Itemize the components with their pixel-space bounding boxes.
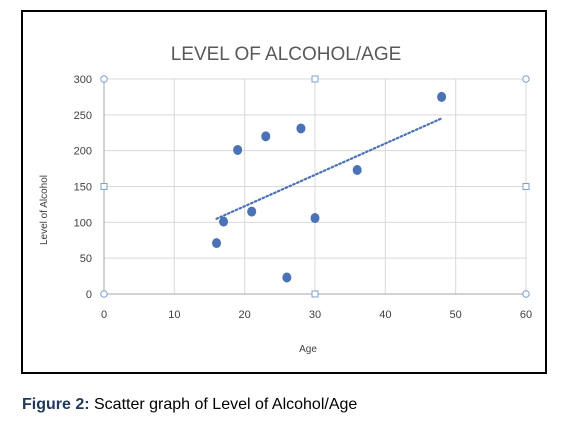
- y-tick-label-5: 250: [74, 110, 92, 122]
- trendline: [215, 117, 443, 220]
- x-tick-label-3: 30: [309, 309, 321, 321]
- x-tick-label-0: 0: [101, 309, 107, 321]
- y-tick-label-4: 200: [74, 146, 92, 158]
- gridlines: [104, 78, 527, 294]
- data-point-0-3[interactable]: [247, 206, 257, 217]
- data-point-0-2[interactable]: [233, 144, 243, 155]
- x-axis-label: Age: [299, 344, 317, 355]
- data-point-0-6[interactable]: [296, 123, 306, 134]
- x-tick-label-4: 40: [379, 309, 391, 321]
- x-tick-label-5: 50: [450, 309, 462, 321]
- x-tick-label-6: 60: [520, 309, 532, 321]
- y-tick-label-6: 300: [74, 74, 92, 86]
- edge-resize-handle-0[interactable]: [311, 75, 319, 83]
- data-point-0-9[interactable]: [437, 91, 447, 102]
- x-tick-label-2: 20: [239, 309, 251, 321]
- data-point-0-8[interactable]: [352, 165, 362, 176]
- figure-caption: Figure 2: Scatter graph of Level of Alco…: [22, 396, 357, 414]
- data-points: [212, 91, 447, 283]
- corner-resize-handle-3[interactable]: [522, 290, 530, 298]
- x-tick-label-1: 10: [168, 309, 180, 321]
- scatter-chart[interactable]: LEVEL OF ALCOHOL/AGE 0 10 20 30 40 50 60 0 50 100…: [23, 12, 549, 376]
- data-point-0-5[interactable]: [282, 272, 292, 283]
- corner-resize-handle-2[interactable]: [100, 290, 108, 298]
- edge-resize-handle-1[interactable]: [311, 290, 319, 298]
- y-tick-label-2: 100: [74, 217, 92, 229]
- trendline-layer: [215, 117, 443, 220]
- y-axis-label: Level of Alcohol: [39, 175, 50, 245]
- y-tick-label-3: 150: [74, 182, 92, 194]
- data-point-0-7[interactable]: [310, 213, 320, 224]
- y-tick-label-1: 50: [80, 253, 92, 265]
- corner-resize-handle-0[interactable]: [100, 75, 108, 83]
- tick-labels: 0 10 20 30 40 50 60 0 50 100 150 200 250 300: [74, 74, 532, 321]
- figure-frame: LEVEL OF ALCOHOL/AGE 0 10 20 30 40 50 60 0 50 100…: [21, 10, 547, 374]
- selection-handles: [100, 75, 530, 298]
- data-point-0-0[interactable]: [212, 238, 222, 249]
- edge-resize-handle-2[interactable]: [100, 183, 108, 190]
- edge-resize-handle-3[interactable]: [522, 183, 530, 190]
- y-tick-label-0: 0: [86, 289, 92, 301]
- corner-resize-handle-1[interactable]: [522, 75, 530, 83]
- caption-text: Scatter graph of Level of Alcohol/Age: [89, 396, 358, 413]
- data-point-0-1[interactable]: [219, 216, 229, 227]
- caption-lead: Figure 2:: [22, 396, 90, 413]
- data-point-0-4[interactable]: [261, 131, 271, 142]
- chart-title: LEVEL OF ALCOHOL/AGE: [171, 44, 402, 65]
